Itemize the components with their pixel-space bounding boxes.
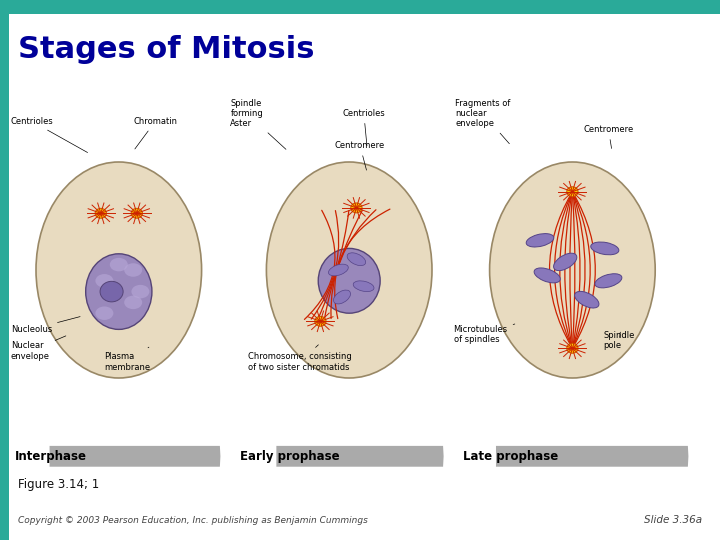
- Text: Plasma
membrane: Plasma membrane: [104, 347, 150, 372]
- Ellipse shape: [86, 254, 152, 329]
- Ellipse shape: [595, 274, 622, 288]
- Text: Chromatin: Chromatin: [133, 117, 177, 149]
- Ellipse shape: [266, 162, 432, 378]
- Bar: [0, 0, 720, 14]
- Text: Figure 3.14; 1: Figure 3.14; 1: [18, 478, 99, 491]
- Text: Stages of Mitosis: Stages of Mitosis: [18, 35, 315, 64]
- Ellipse shape: [318, 248, 380, 313]
- Ellipse shape: [351, 203, 362, 213]
- Ellipse shape: [534, 268, 560, 283]
- Ellipse shape: [347, 253, 366, 266]
- Text: Copyright © 2003 Pearson Education, Inc. publishing as Benjamin Cummings: Copyright © 2003 Pearson Education, Inc.…: [18, 516, 368, 525]
- Ellipse shape: [36, 162, 202, 378]
- Text: Centrioles: Centrioles: [11, 117, 88, 152]
- Ellipse shape: [328, 264, 348, 276]
- Text: Centrioles: Centrioles: [343, 109, 385, 146]
- Ellipse shape: [490, 162, 655, 378]
- Text: Fragments of
nuclear
envelope: Fragments of nuclear envelope: [455, 98, 510, 144]
- Text: Nuclear
envelope: Nuclear envelope: [11, 336, 66, 361]
- Ellipse shape: [333, 290, 351, 304]
- Text: Spindle
forming
Aster: Spindle forming Aster: [230, 98, 286, 150]
- Ellipse shape: [567, 187, 578, 197]
- Text: Microtubules
of spindles: Microtubules of spindles: [454, 324, 515, 345]
- Bar: [0, 0, 9, 540]
- Ellipse shape: [100, 281, 123, 302]
- Ellipse shape: [590, 242, 619, 255]
- Text: Chromosome, consisting
of two sister chromatids: Chromosome, consisting of two sister chr…: [248, 345, 352, 372]
- Text: Slide 3.36a: Slide 3.36a: [644, 515, 702, 525]
- Ellipse shape: [132, 285, 150, 298]
- Ellipse shape: [95, 274, 114, 287]
- Ellipse shape: [110, 258, 128, 271]
- Text: Late prophase: Late prophase: [463, 450, 558, 463]
- Ellipse shape: [526, 234, 554, 247]
- Ellipse shape: [575, 292, 599, 308]
- Ellipse shape: [131, 208, 143, 218]
- Ellipse shape: [124, 263, 142, 276]
- Ellipse shape: [124, 296, 142, 309]
- Text: Spindle
pole: Spindle pole: [603, 330, 635, 350]
- Text: Early prophase: Early prophase: [240, 450, 339, 463]
- Ellipse shape: [354, 281, 374, 292]
- Text: Interphase: Interphase: [14, 450, 86, 463]
- Ellipse shape: [315, 316, 326, 326]
- Text: Centromere: Centromere: [583, 125, 634, 148]
- Ellipse shape: [95, 306, 114, 320]
- Ellipse shape: [95, 208, 107, 218]
- Ellipse shape: [567, 343, 578, 353]
- Text: Nucleolus: Nucleolus: [11, 316, 80, 334]
- Text: Centromere: Centromere: [335, 141, 385, 170]
- Ellipse shape: [554, 253, 577, 271]
